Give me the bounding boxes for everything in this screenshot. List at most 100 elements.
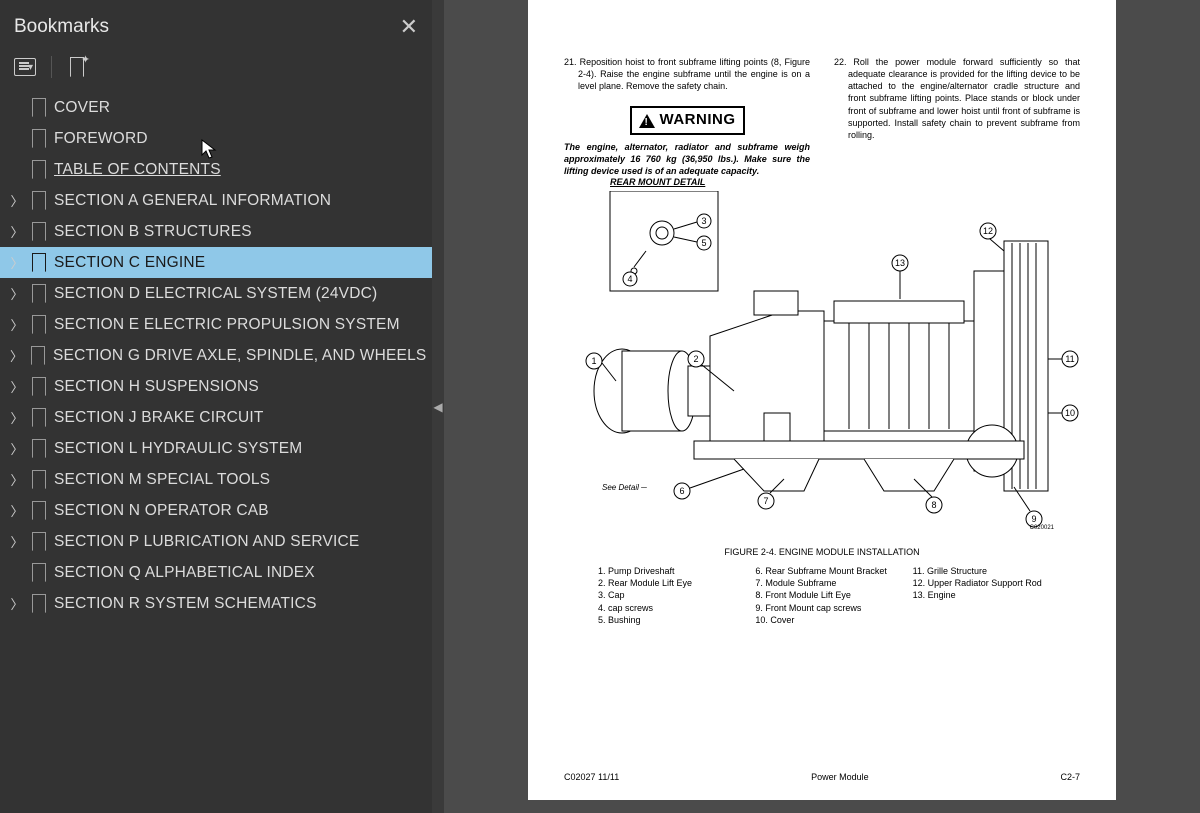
- parts-list: 1. Pump Driveshaft2. Rear Module Lift Ey…: [564, 565, 1080, 626]
- bookmark-label: SECTION M SPECIAL TOOLS: [54, 471, 270, 489]
- bookmark-icon: [32, 563, 46, 582]
- warning-label: WARNING: [660, 110, 736, 130]
- bookmark-label: COVER: [54, 99, 110, 117]
- parts-column-1: 1. Pump Driveshaft2. Rear Module Lift Ey…: [598, 565, 731, 626]
- part-item: 2. Rear Module Lift Eye: [598, 577, 731, 589]
- list-icon: [14, 58, 36, 76]
- bookmark-icon: [32, 315, 46, 334]
- bookmark-icon: [32, 160, 46, 179]
- bookmark-icon: [32, 284, 46, 303]
- figure-caption: FIGURE 2-4. ENGINE MODULE INSTALLATION: [564, 547, 1080, 557]
- figure-code: C020021: [1030, 525, 1055, 531]
- chevron-right-icon: 〉: [10, 594, 24, 613]
- svg-text:11: 11: [1065, 354, 1074, 364]
- bookmark-item[interactable]: 〉SECTION G DRIVE AXLE, SPINDLE, AND WHEE…: [0, 340, 432, 371]
- close-icon[interactable]: ✕: [400, 14, 418, 40]
- chevron-right-icon: 〉: [10, 439, 24, 458]
- see-detail-label: See Detail ─: [602, 483, 647, 492]
- bookmark-item[interactable]: 〉SECTION D ELECTRICAL SYSTEM (24VDC): [0, 278, 432, 309]
- chevron-right-icon: 〉: [10, 501, 24, 520]
- step-21-text: 21. Reposition hoist to front subframe l…: [564, 56, 810, 92]
- bookmark-item[interactable]: 〉 SECTION M SPECIAL TOOLS: [0, 464, 432, 495]
- bookmark-item[interactable]: 〉SECTION B STRUCTURES: [0, 216, 432, 247]
- bookmark-item[interactable]: 〉SECTION Q ALPHABETICAL INDEX: [0, 557, 432, 588]
- parts-column-2: 6. Rear Subframe Mount Bracket7. Module …: [755, 565, 888, 626]
- bookmarks-title: Bookmarks: [14, 16, 109, 38]
- svg-text:9: 9: [1031, 514, 1036, 524]
- bookmark-item[interactable]: 〉 SECTION C ENGINE: [0, 247, 432, 278]
- warning-triangle-icon: [639, 114, 655, 128]
- svg-text:6: 6: [679, 486, 684, 496]
- bookmark-icon: [32, 501, 46, 520]
- bookmarks-header: Bookmarks ✕: [0, 0, 432, 50]
- part-item: 8. Front Module Lift Eye: [755, 589, 888, 601]
- svg-text:3: 3: [701, 216, 706, 226]
- part-item: 1. Pump Driveshaft: [598, 565, 731, 577]
- svg-text:5: 5: [701, 238, 706, 248]
- parts-column-3: 11. Grille Structure12. Upper Radiator S…: [913, 565, 1046, 626]
- bookmark-label: SECTION G DRIVE AXLE, SPINDLE, AND WHEEL…: [53, 347, 426, 365]
- bookmark-item[interactable]: 〉 SECTION N OPERATOR CAB: [0, 495, 432, 526]
- bookmark-icon: [32, 408, 46, 427]
- bookmark-item[interactable]: 〉TABLE OF CONTENTS: [0, 154, 432, 185]
- bookmark-label: SECTION Q ALPHABETICAL INDEX: [54, 564, 315, 582]
- bookmark-item[interactable]: 〉 SECTION J BRAKE CIRCUIT: [0, 402, 432, 433]
- part-item: 9. Front Mount cap screws: [755, 602, 888, 614]
- bookmark-icon: [32, 253, 46, 272]
- footer-right: C2-7: [1060, 772, 1080, 782]
- chevron-right-icon: 〉: [10, 408, 24, 427]
- svg-text:12: 12: [983, 226, 993, 236]
- bookmark-icon: [32, 532, 46, 551]
- bookmark-icon: [32, 470, 46, 489]
- bookmark-item[interactable]: 〉 SECTION H SUSPENSIONS: [0, 371, 432, 402]
- engine-diagram: 3 5 4: [564, 191, 1080, 531]
- chevron-right-icon: 〉: [10, 377, 24, 396]
- bookmark-label: SECTION H SUSPENSIONS: [54, 378, 259, 396]
- warning-box: WARNING: [630, 106, 745, 134]
- bookmark-item[interactable]: 〉SECTION A GENERAL INFORMATION: [0, 185, 432, 216]
- bookmark-icon: [32, 98, 46, 117]
- column-left: 21. Reposition hoist to front subframe l…: [564, 56, 810, 177]
- chevron-right-icon: 〉: [10, 253, 24, 272]
- bookmark-item[interactable]: 〉SECTION P LUBRICATION AND SERVICE: [0, 526, 432, 557]
- bookmark-label: SECTION B STRUCTURES: [54, 223, 252, 241]
- bookmark-icon: [31, 346, 45, 365]
- part-item: 7. Module Subframe: [755, 577, 888, 589]
- bookmark-label: SECTION A GENERAL INFORMATION: [54, 192, 331, 210]
- step-22-text: 22. Roll the power module forward suffic…: [834, 56, 1080, 141]
- svg-text:8: 8: [931, 500, 936, 510]
- collapse-panel-button[interactable]: ◀: [432, 0, 444, 813]
- detail-title: REAR MOUNT DETAIL: [610, 177, 705, 187]
- chevron-right-icon: 〉: [10, 470, 24, 489]
- bookmark-icon: [32, 439, 46, 458]
- pdf-page: 21. Reposition hoist to front subframe l…: [528, 0, 1116, 800]
- svg-text:2: 2: [693, 354, 698, 364]
- bookmark-item[interactable]: 〉FOREWORD: [0, 123, 432, 154]
- bookmark-label: SECTION C ENGINE: [54, 254, 205, 272]
- options-button[interactable]: ▾: [14, 58, 33, 76]
- part-item: 10. Cover: [755, 614, 888, 626]
- svg-text:4: 4: [627, 274, 632, 284]
- svg-text:1: 1: [591, 356, 596, 366]
- bookmark-label: SECTION L HYDRAULIC SYSTEM: [54, 440, 302, 458]
- bookmark-item[interactable]: 〉SECTION E ELECTRIC PROPULSION SYSTEM: [0, 309, 432, 340]
- bookmark-item[interactable]: 〉 SECTION L HYDRAULIC SYSTEM: [0, 433, 432, 464]
- footer-left: C02027 11/11: [564, 772, 619, 782]
- bookmark-icon: [32, 191, 46, 210]
- find-bookmark-button[interactable]: ✦: [70, 57, 84, 77]
- bookmark-icon: [32, 594, 46, 613]
- bookmarks-toolbar: ▾ ✦: [0, 50, 432, 88]
- part-item: 3. Cap: [598, 589, 731, 601]
- document-viewport[interactable]: 21. Reposition hoist to front subframe l…: [444, 0, 1200, 813]
- bookmark-label: SECTION R SYSTEM SCHEMATICS: [54, 595, 317, 613]
- bookmark-label: SECTION N OPERATOR CAB: [54, 502, 269, 520]
- part-item: 4. cap screws: [598, 602, 731, 614]
- column-right: 22. Roll the power module forward suffic…: [834, 56, 1080, 177]
- bookmark-label: SECTION J BRAKE CIRCUIT: [54, 409, 264, 427]
- bookmark-item[interactable]: 〉 SECTION R SYSTEM SCHEMATICS: [0, 588, 432, 619]
- bookmark-label: SECTION D ELECTRICAL SYSTEM (24VDC): [54, 285, 377, 303]
- bookmark-item[interactable]: 〉COVER: [0, 92, 432, 123]
- page-footer: C02027 11/11 Power Module C2-7: [564, 772, 1080, 782]
- part-item: 12. Upper Radiator Support Rod: [913, 577, 1046, 589]
- figure-area: REAR MOUNT DETAIL 3 5 4: [564, 191, 1080, 531]
